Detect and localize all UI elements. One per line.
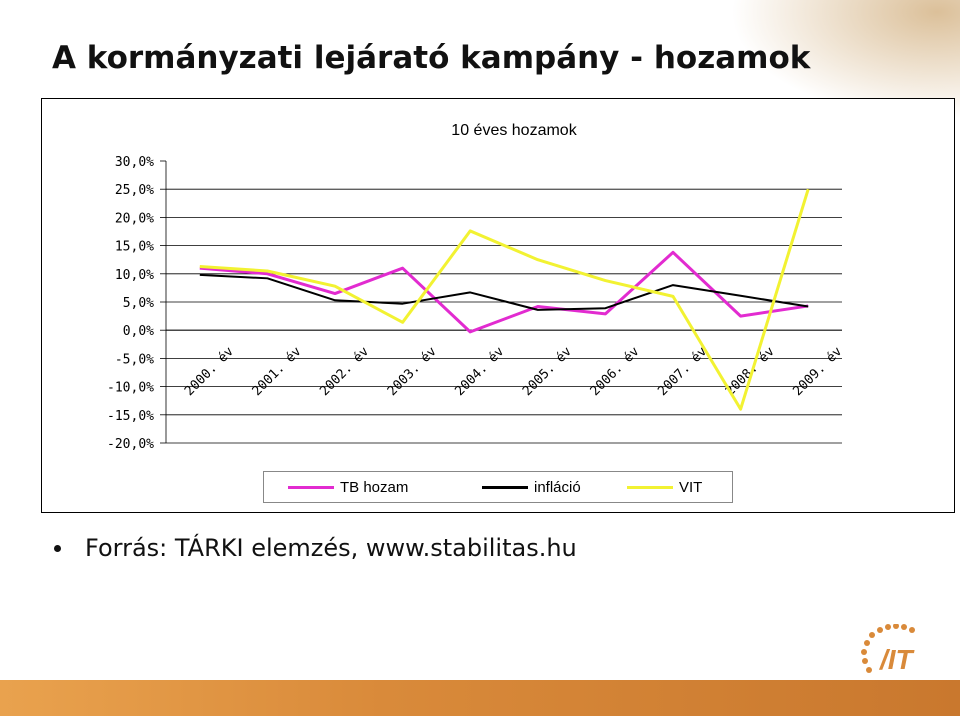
x-tick-label: 2005. év (520, 344, 575, 399)
chart-frame: 10 éves hozamok 30,0% 25,0% 20,0% 15,0% 10,0%… (41, 98, 955, 513)
y-tick-label: 5,0% (123, 296, 154, 311)
vit-logo-icon (861, 624, 915, 673)
y-tick-label: 10,0% (115, 268, 154, 283)
slide-title: A kormányzati lejárató kampány - hozamok (52, 40, 811, 76)
y-tick-label: -10,0% (107, 381, 154, 396)
decorative-bottom-bar (0, 680, 960, 716)
y-tick-label: -15,0% (107, 409, 154, 424)
x-tick-label: 2002. év (317, 344, 372, 399)
y-tick-label: 15,0% (115, 240, 154, 255)
series-line-1 (199, 250, 809, 334)
x-tick-label: 2004. év (452, 344, 507, 399)
legend-swatch (288, 486, 334, 489)
y-tick-label: 20,0% (115, 211, 154, 226)
legend-label: VIT (679, 479, 703, 496)
y-tick-label: -5,0% (115, 352, 154, 367)
x-tick-label: 2007. év (655, 344, 710, 399)
legend-item: infláció (482, 479, 581, 496)
legend-swatch (482, 486, 528, 489)
y-tick-label: -20,0% (107, 437, 154, 452)
x-tick-label: 2006. év (588, 344, 643, 399)
legend-label: infláció (534, 479, 581, 496)
x-tick-label: 2003. év (385, 344, 440, 399)
line-chart: 10 éves hozamok 30,0% 25,0% 20,0% 15,0% 10,0%… (107, 122, 845, 452)
x-tick-label: 2001. év (250, 344, 305, 399)
y-tick-label: 0,0% (123, 324, 154, 339)
legend-label: TB hozam (340, 479, 409, 496)
source-text: Forrás: TÁRKI elemzés, www.stabilitas.hu (85, 534, 577, 562)
legend-item: TB hozam (288, 479, 408, 496)
bullet-dot (54, 544, 61, 552)
y-tick-label: 30,0% (115, 155, 154, 170)
source-bullet: Forrás: TÁRKI elemzés, www.stabilitas.hu (54, 534, 577, 562)
chart-legend: TB hozam infláció VIT (263, 471, 733, 503)
chart-title: 10 éves hozamok (451, 122, 577, 139)
legend-swatch (627, 486, 673, 489)
x-tick-label: 2009. év (790, 344, 845, 399)
x-tick-label: 2000. év (182, 344, 237, 399)
series-line-2 (199, 273, 809, 311)
legend-item: VIT (627, 479, 702, 496)
logo-text: /IT (880, 644, 913, 675)
series-line-3 (199, 188, 810, 411)
y-tick-label: 25,0% (115, 183, 154, 198)
